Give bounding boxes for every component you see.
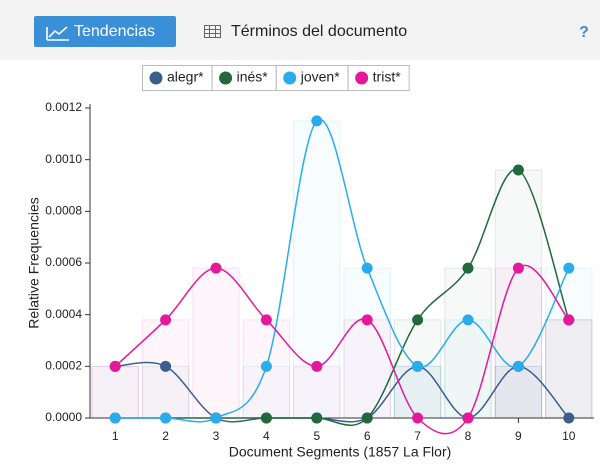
legend-label: trist* — [373, 69, 402, 85]
bar — [91, 365, 139, 419]
data-point — [412, 314, 424, 326]
x-tick-label: 10 — [562, 429, 576, 443]
data-point — [160, 314, 172, 326]
x-tick-label: 2 — [162, 429, 169, 443]
legend-item[interactable]: joven* — [275, 65, 349, 91]
plot: 0.0000 0.0002 0.0004 0.0006 0.0008 0.0010 0.00… — [45, 100, 594, 443]
y-tick-label: 0.0010 — [45, 152, 82, 166]
legend-item[interactable]: alegr* — [142, 65, 213, 91]
data-point — [361, 314, 373, 326]
data-point — [109, 360, 121, 372]
data-point — [462, 314, 474, 326]
x-axis-title: Document Segments (1857 La Flor) — [229, 444, 452, 460]
tab-label[interactable]: Términos del documento — [231, 23, 407, 40]
legend: alegr* inés* joven* trist* — [142, 65, 410, 91]
data-point — [412, 412, 424, 424]
tab-active[interactable] — [34, 16, 176, 47]
bar — [242, 365, 291, 419]
data-point — [311, 115, 323, 127]
x-tick-label: 9 — [515, 429, 522, 443]
bar — [192, 267, 240, 419]
bar — [444, 319, 492, 419]
x-tick-label: 5 — [313, 429, 320, 443]
y-axis-title: Relative Frequencies — [26, 197, 42, 329]
data-point — [563, 412, 575, 424]
bar — [545, 267, 593, 419]
legend-box — [275, 65, 349, 91]
data-point — [311, 360, 323, 372]
data-point — [462, 262, 474, 274]
data-point — [210, 262, 222, 274]
tab-label[interactable]: Tendencias — [74, 23, 155, 40]
help-button[interactable]: ? — [579, 24, 589, 41]
data-point — [210, 412, 222, 424]
y-tick-label: 0.0006 — [45, 255, 82, 269]
bar — [343, 319, 391, 419]
legend-label: joven* — [300, 69, 340, 85]
data-point — [361, 412, 373, 424]
x-tick-label: 3 — [213, 429, 220, 443]
data-point — [160, 360, 172, 372]
data-point — [512, 262, 524, 274]
x-tick-label: 4 — [263, 429, 270, 443]
data-point — [160, 412, 172, 424]
trend-icon — [46, 26, 69, 41]
legend-swatch — [355, 71, 369, 85]
data-point — [462, 412, 474, 424]
data-point — [412, 360, 424, 372]
bar — [494, 267, 543, 419]
legend-item[interactable]: trist* — [347, 65, 410, 91]
series-line — [115, 361, 570, 423]
x-tick-label: 6 — [364, 429, 371, 443]
x-tick-label: 7 — [414, 429, 421, 443]
legend-item[interactable]: inés* — [211, 65, 277, 91]
data-point — [512, 164, 524, 176]
y-tick-label: 0.0004 — [45, 307, 82, 321]
data-point — [260, 360, 272, 372]
legend-swatch — [149, 71, 163, 85]
data-point — [361, 262, 373, 274]
legend-swatch — [219, 71, 233, 85]
y-tick-label: 0.0008 — [45, 204, 82, 218]
data-point — [260, 314, 272, 326]
table-icon — [204, 25, 221, 38]
bar — [293, 365, 341, 419]
y-tick-label: 0.0002 — [45, 359, 82, 373]
y-tick-label: 0.0000 — [45, 410, 82, 424]
data-point — [512, 360, 524, 372]
data-point — [563, 314, 575, 326]
data-point — [311, 412, 323, 424]
legend-swatch — [283, 71, 297, 85]
y-tick-label: 0.0012 — [45, 100, 82, 114]
legend-label: inés* — [237, 69, 269, 85]
bar — [91, 365, 139, 419]
legend-label: alegr* — [167, 69, 204, 85]
x-tick-label: 8 — [465, 429, 472, 443]
data-point — [563, 262, 575, 274]
data-point — [109, 412, 121, 424]
x-tick-label: 1 — [112, 429, 119, 443]
bar — [393, 365, 442, 419]
bar — [545, 319, 593, 419]
data-point — [260, 412, 272, 424]
